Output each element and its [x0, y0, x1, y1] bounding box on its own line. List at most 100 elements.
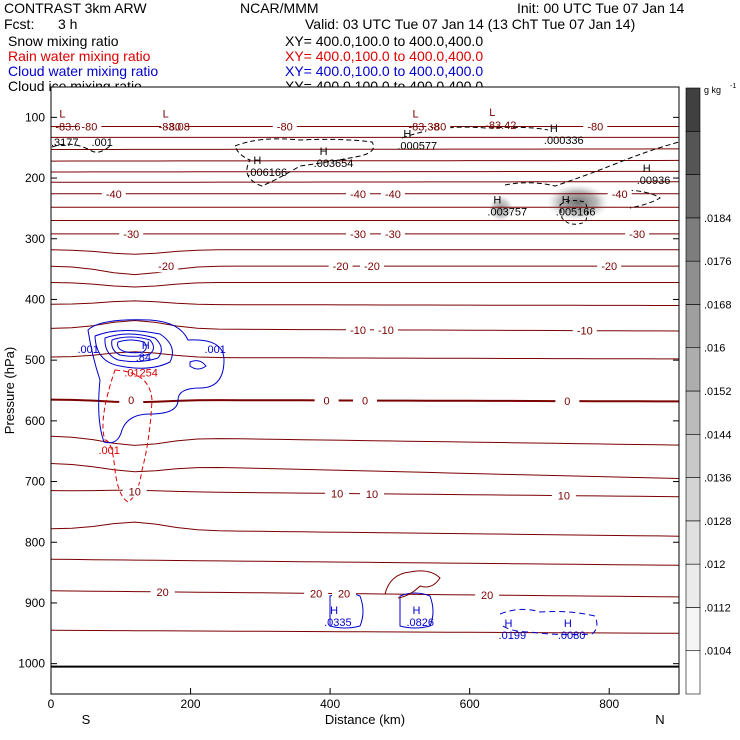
legend-snow-xy: XY= 400.0,100.0 to 400.0,400.0	[285, 33, 483, 49]
isotherm-label-bg	[625, 227, 650, 240]
x-tick-label: 600	[460, 697, 480, 711]
high-value: .003757	[487, 207, 527, 219]
low-value: -83.08	[159, 121, 190, 133]
colorbar-level-label: .0112	[704, 602, 731, 614]
colorbar-segment	[685, 130, 701, 175]
isotherm-21	[50, 558, 680, 566]
colorbar-segment	[685, 650, 701, 695]
cloud-water-contour-outer	[87, 319, 225, 444]
init-time: Init: 00 UTC Tue 07 Jan 14	[517, 0, 685, 16]
isotherm-label: -10	[350, 325, 366, 337]
high-marker: H	[562, 195, 570, 207]
y-tick-label: 1000	[18, 657, 45, 671]
isotherm-label-bg	[475, 589, 500, 602]
valid-time: Valid: 03 UTC Tue 07 Jan 14 (13 ChT Tue …	[305, 16, 635, 32]
cloud-water-contour-small	[189, 360, 207, 370]
plot-border	[50, 86, 680, 695]
isotherm-label: -20	[601, 261, 617, 273]
colorbar-segment	[685, 477, 701, 522]
colorbar-segment	[685, 520, 701, 565]
colorbar-unit-exponent: -1	[730, 83, 736, 90]
isotherm-15	[50, 351, 679, 360]
y-tick-label: 400	[25, 292, 45, 306]
high-marker: H	[564, 618, 572, 630]
isotherm-label-bg	[346, 323, 371, 336]
y-tick-label: 200	[25, 171, 45, 185]
isotherm-10	[50, 249, 679, 255]
isotherm-label: 20	[157, 587, 169, 599]
x-tick-label: 800	[599, 697, 619, 711]
high-marker: H	[253, 155, 261, 167]
colorbar-level-label: .0104	[704, 646, 732, 658]
colorbar-level-label: .0152	[704, 386, 732, 398]
high-value: .000336	[544, 135, 584, 147]
low-value: -83.42	[485, 120, 516, 132]
model-title: CONTRAST 3km ARW	[4, 0, 147, 16]
snow-shading-layer	[488, 184, 610, 222]
isotherm-label: 0	[324, 395, 330, 407]
isotherm-label: -30	[629, 229, 645, 241]
colorbar-unit: g kg	[704, 85, 721, 95]
isotherm-label-bg	[380, 187, 405, 200]
high-marker: H	[320, 146, 328, 158]
cloud-ice-contour-blob	[559, 200, 588, 225]
isotherm-label: -20	[333, 261, 349, 273]
isotherm-4	[51, 170, 679, 173]
isotherm-label: -80	[165, 121, 181, 133]
isotherm-label: 10	[331, 488, 343, 500]
isotherm-label-bg	[380, 227, 405, 240]
cloud-water-contour-5	[117, 339, 147, 354]
cloud-ice-contour-center	[234, 138, 374, 187]
low-marker: L	[59, 108, 65, 120]
cloud-water-contour-low-3	[499, 608, 598, 636]
figure-header: CONTRAST 3km ARW NCAR/MMM Init: 00 UTC T…	[4, 0, 685, 94]
y-tick-label: 600	[25, 414, 45, 428]
colorbar-segment	[685, 87, 701, 132]
isotherm-label: -20	[158, 261, 174, 273]
cloud-ice-contour-right	[504, 141, 680, 187]
high-marker: H	[493, 195, 501, 207]
cloud-ice-contour-right-2	[619, 189, 661, 209]
isotherm-label-bg	[359, 487, 384, 500]
plot-area: -80 -80 -80 -80 -80 -40 -40 -40 -40 -30 -30 -30 -30 -…	[50, 86, 680, 695]
colorbar-segment	[685, 217, 701, 262]
isotherm-label-bg	[122, 485, 147, 498]
x-tick-label: 400	[320, 697, 340, 711]
isotherm-label: 10	[366, 489, 378, 501]
legend-cloud-water: Cloud water mixing ratio	[8, 63, 158, 79]
colorbar-segment	[685, 607, 701, 652]
cloud-water-contour-2	[94, 329, 173, 369]
isotherm-label-bg	[150, 585, 175, 598]
isotherm-label-bg	[119, 227, 144, 240]
colorbar-level-label: .0128	[704, 516, 732, 528]
isotherm-label: -40	[612, 189, 628, 201]
isotherm-label-bg	[328, 260, 353, 273]
isotherm-label-bg	[353, 394, 377, 407]
colorbar-level-label: .0176	[704, 256, 732, 268]
isotherm-label-bg	[551, 489, 576, 502]
isotherm-label: -20	[364, 261, 380, 273]
isotherm-17	[50, 435, 680, 446]
isotherm-label: 10	[129, 486, 141, 498]
isotherm-label: 0	[564, 396, 570, 408]
isotherm-label: -40	[350, 189, 366, 201]
high-marker: H	[142, 340, 150, 352]
x-tick-label: 200	[181, 697, 201, 711]
isotherm-label-bg	[359, 260, 384, 273]
isotherm-18	[50, 463, 680, 479]
cloud-water-label: .001	[78, 344, 99, 356]
isotherm-5	[51, 181, 679, 183]
low-value: -83.38	[408, 121, 439, 133]
high-value: .003654	[314, 158, 354, 170]
high-marker: H	[505, 618, 513, 630]
legend-rain: Rain water mixing ratio	[8, 48, 151, 64]
isotherm-label: -40	[106, 189, 122, 201]
y-tick-label: 900	[25, 596, 45, 610]
high-value: .00936	[637, 175, 671, 187]
y-tick-label: 100	[25, 110, 45, 124]
x-axis-label: Distance (km)	[325, 712, 405, 727]
legend-snow: Snow mixing ratio	[8, 33, 119, 49]
high-marker: H	[403, 128, 411, 140]
isotherm-label-bg	[373, 323, 398, 336]
